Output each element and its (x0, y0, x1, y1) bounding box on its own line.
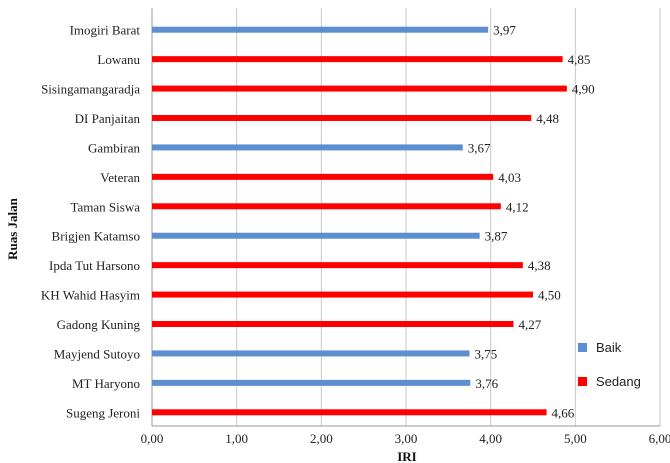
bar-gambiran (152, 144, 463, 151)
x-tick-label-2: 2,00 (310, 431, 333, 446)
value-label-gadong-kuning: 4,27 (519, 317, 542, 332)
category-label-mt-haryono: MT Haryono (72, 376, 140, 391)
legend-item-sedang: Sedang (578, 370, 668, 392)
bar-kh-wahid-hasyim (152, 291, 533, 298)
category-label-kh-wahid-hasyim: KH Wahid Hasyim (41, 288, 140, 303)
legend-swatch-sedang (578, 376, 587, 386)
value-label-taman-siswa: 4,12 (506, 199, 529, 214)
category-label-mayjend-sutoyo: Mayjend Sutoyo (54, 346, 140, 361)
bar-lowanu (152, 56, 563, 63)
bar-brigjen-katamso (152, 232, 480, 239)
legend-item-baik: Baik (578, 336, 668, 358)
bar-veteran (152, 173, 494, 180)
category-label-imogiri-barat: Imogiri Barat (70, 23, 141, 38)
value-label-mt-haryono: 3,76 (475, 376, 498, 391)
bar-mayjend-sutoyo (152, 350, 470, 357)
bar-sugeng-jeroni (152, 409, 547, 416)
bar-di-panjaitan (152, 115, 532, 121)
bar-gadong-kuning (152, 321, 514, 327)
bar-sisingamangaradja (152, 85, 567, 92)
x-tick-label-1: 1,00 (225, 431, 248, 446)
category-label-veteran: Veteran (100, 170, 140, 185)
value-label-mayjend-sutoyo: 3,75 (475, 346, 498, 361)
value-label-sisingamangaradja: 4,90 (572, 82, 595, 97)
category-label-di-panjaitan: DI Panjaitan (75, 111, 141, 126)
y-axis-title: Ruas Jalan (5, 197, 20, 260)
value-label-veteran: 4,03 (498, 170, 521, 185)
category-label-gadong-kuning: Gadong Kuning (57, 317, 141, 332)
x-tick-labels: 0,00 1,00 2,00 3,00 4,00 5,00 6,00 (141, 431, 670, 446)
category-label-sisingamangaradja: Sisingamangaradja (41, 82, 140, 97)
value-label-brigjen-katamso: 3,87 (485, 229, 508, 244)
legend: Baik Sedang (578, 336, 668, 404)
category-label-taman-siswa: Taman Siswa (71, 199, 141, 214)
legend-label-sedang: Sedang (596, 373, 641, 389)
x-tick-label-5: 5,00 (564, 431, 587, 446)
value-label-gambiran: 3,67 (468, 140, 491, 155)
gridlines (151, 8, 661, 427)
bars (152, 26, 567, 416)
x-tick-label-6: 6,00 (649, 431, 670, 446)
category-label-ipda-tut-harsono: Ipda Tut Harsono (49, 258, 140, 273)
x-tick-label-0: 0,00 (141, 431, 164, 446)
value-labels: 3,97 4,85 4,90 4,48 3,67 4,03 4,12 3,87 4,38 4,50… (468, 23, 595, 421)
category-labels: Imogiri Barat Lowanu Sisingamangaradja DI P… (41, 23, 141, 421)
legend-swatch-baik (578, 342, 587, 352)
category-label-brigjen-katamso: Brigjen Katamso (52, 229, 140, 244)
value-label-di-panjaitan: 4,48 (536, 111, 559, 126)
x-tick-label-3: 3,00 (395, 431, 418, 446)
legend-label-baik: Baik (596, 339, 622, 355)
value-label-sugeng-jeroni: 4,66 (552, 405, 575, 420)
category-label-lowanu: Lowanu (97, 52, 140, 67)
bar-mt-haryono (152, 379, 471, 386)
value-label-ipda-tut-harsono: 4,38 (528, 258, 551, 273)
x-tick-label-4: 4,00 (479, 431, 502, 446)
value-label-kh-wahid-hasyim: 4,50 (538, 288, 561, 303)
category-label-gambiran: Gambiran (88, 140, 140, 155)
value-label-imogiri-barat: 3,97 (493, 23, 516, 38)
category-label-sugeng-jeroni: Sugeng Jeroni (66, 405, 140, 420)
value-label-lowanu: 4,85 (568, 52, 591, 67)
bar-taman-siswa (152, 203, 501, 210)
bar-imogiri-barat (152, 26, 489, 33)
bar-ipda-tut-harsono (152, 262, 523, 269)
x-axis-title: IRI (397, 449, 417, 463)
